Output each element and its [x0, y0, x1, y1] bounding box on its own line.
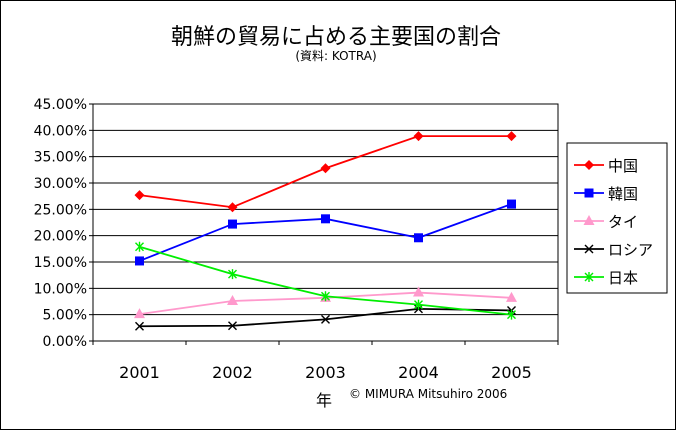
- x-tick-label: 2002: [212, 363, 253, 382]
- y-tick-label: 40.00%: [34, 123, 87, 139]
- data-point: [228, 321, 237, 331]
- data-point: [413, 131, 424, 142]
- legend-label: 韓国: [608, 185, 638, 203]
- y-tick-label: 25.00%: [34, 202, 87, 218]
- x-tick-label: 2005: [491, 363, 532, 382]
- legend-marker: [583, 215, 595, 225]
- y-axis-ticks: 0.00% 5.00% 10.00% 15.00% 20.00% 25.00% 30.00%…: [34, 97, 93, 350]
- x-axis-label: 年: [316, 391, 332, 410]
- y-tick-label: 0.00%: [43, 334, 87, 350]
- legend-entry: 韓国: [574, 185, 638, 203]
- y-tick-label: 5.00%: [43, 308, 87, 324]
- gridlines: [93, 129, 558, 316]
- legend-label: 日本: [608, 269, 638, 287]
- data-point: [227, 294, 238, 305]
- data-point: [413, 286, 424, 297]
- legend-label: ロシア: [608, 241, 653, 259]
- y-tick-label: 45.00%: [34, 97, 87, 113]
- data-point: [320, 163, 331, 174]
- legend-marker: [584, 272, 594, 282]
- data-point: [321, 291, 330, 302]
- legend-marker: [584, 244, 594, 254]
- data-point: [506, 131, 517, 142]
- data-point: [227, 202, 238, 213]
- series-4: [135, 241, 516, 320]
- legend-entry: 中国: [574, 157, 638, 175]
- y-tick-label: 15.00%: [34, 255, 87, 271]
- data-point: [228, 219, 237, 229]
- data-point: [134, 308, 145, 319]
- legend-label: 中国: [608, 157, 638, 175]
- x-tick-label: 2004: [398, 363, 439, 382]
- y-tick-label: 35.00%: [34, 150, 87, 166]
- data-point: [228, 269, 237, 280]
- legend-marker: [584, 160, 594, 170]
- x-tick-label: 2003: [305, 363, 346, 382]
- data-point: [321, 214, 330, 224]
- data-point: [414, 233, 423, 243]
- x-axis-ticks: 2001 2002 2003 2004 2005: [92, 341, 559, 382]
- data-point: [507, 309, 516, 320]
- legend-marker: [584, 188, 594, 198]
- data-point: [135, 241, 144, 252]
- y-tick-label: 20.00%: [34, 229, 87, 245]
- data-point: [135, 321, 144, 331]
- y-tick-label: 10.00%: [34, 281, 87, 297]
- legend-entry: 日本: [574, 269, 638, 287]
- series-0: [134, 131, 517, 213]
- y-tick-label: 30.00%: [34, 176, 87, 192]
- legend: [566, 142, 668, 294]
- legend-entry: タイ: [574, 213, 638, 231]
- x-tick-label: 2001: [119, 363, 160, 382]
- data-point: [414, 299, 423, 310]
- chart-subtitle: (資料: KOTRA): [295, 49, 376, 63]
- data-point: [135, 256, 144, 266]
- data-point: [134, 190, 145, 201]
- series-group: [134, 131, 517, 331]
- data-point: [507, 199, 516, 209]
- series-1: [135, 199, 516, 266]
- data-point: [321, 314, 330, 324]
- data-point: [506, 291, 517, 302]
- legend-entry: ロシア: [574, 241, 653, 259]
- legend-label: タイ: [608, 213, 638, 231]
- credit-text: © MIMURA Mitsuhiro 2006: [349, 387, 507, 401]
- chart-title: 朝鮮の貿易に占める主要国の割合: [171, 25, 501, 50]
